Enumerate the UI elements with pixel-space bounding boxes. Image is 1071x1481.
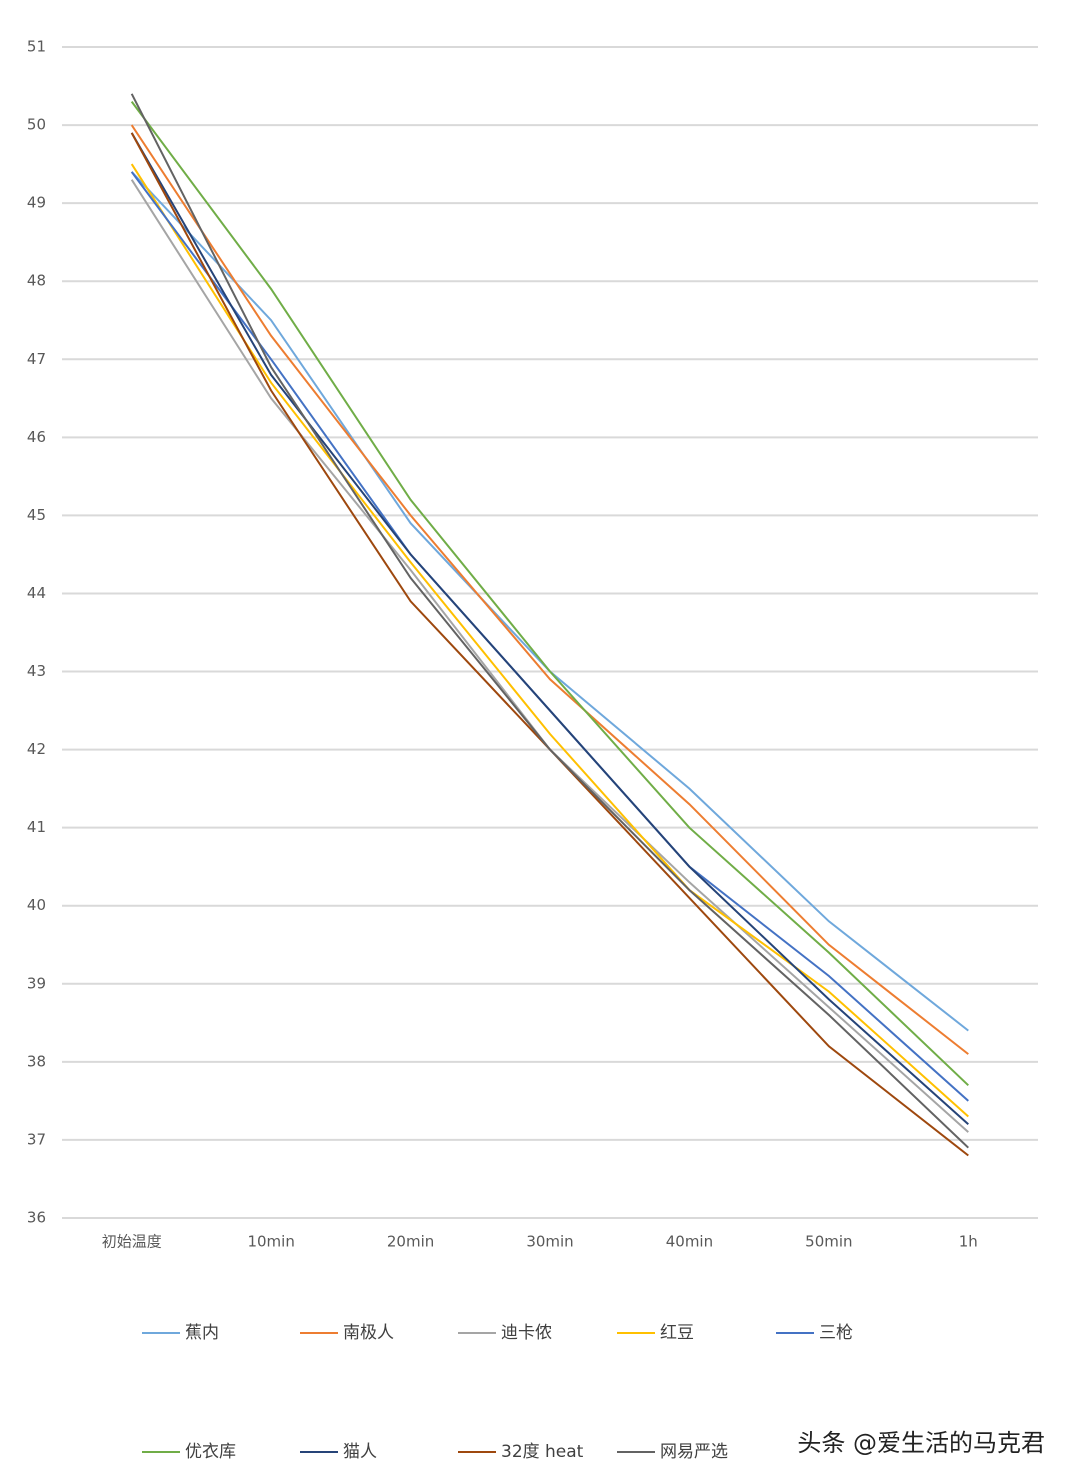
series-line [130, 163, 969, 1118]
x-tick-label: 50min [805, 1233, 852, 1251]
series-line [130, 124, 969, 1055]
series-line [130, 171, 969, 1032]
x-tick-label: 初始温度 [102, 1233, 162, 1251]
legend-label: 优衣库 [185, 1442, 236, 1462]
y-tick-label: 46 [27, 428, 46, 446]
legend-label: 网易严选 [660, 1442, 728, 1462]
legend-label: 红豆 [660, 1323, 694, 1343]
y-tick-label: 37 [27, 1130, 46, 1148]
legend-label: 32度 heat [501, 1442, 584, 1462]
legend-label: 蕉内 [185, 1323, 219, 1343]
x-tick-label: 1h [959, 1233, 978, 1251]
legend-label: 猫人 [343, 1442, 377, 1462]
y-tick-label: 45 [27, 506, 46, 524]
watermark: 头条 @爱生活的马克君 [797, 1429, 1045, 1457]
y-tick-label: 41 [27, 818, 46, 836]
x-tick-label: 20min [387, 1233, 434, 1251]
y-tick-label: 48 [27, 272, 46, 290]
y-tick-label: 40 [27, 896, 46, 914]
x-tick-label: 30min [526, 1233, 573, 1251]
y-tick-label: 47 [27, 350, 46, 368]
series-line [130, 132, 969, 1126]
y-tick-label: 43 [27, 662, 46, 680]
series-line [130, 132, 969, 1157]
y-tick-label: 36 [27, 1209, 46, 1227]
x-tick-label: 40min [666, 1233, 713, 1251]
legend-label: 三枪 [819, 1323, 853, 1343]
series-line [130, 101, 969, 1087]
y-tick-label: 49 [27, 194, 46, 212]
x-tick-label: 10min [247, 1233, 294, 1251]
y-tick-label: 42 [27, 740, 46, 758]
y-tick-label: 44 [27, 584, 46, 602]
legend-label: 南极人 [343, 1323, 394, 1343]
y-tick-label: 38 [27, 1052, 46, 1070]
y-tick-label: 50 [27, 116, 46, 134]
series-line [130, 171, 969, 1102]
series-line [130, 93, 969, 1149]
legend-label: 迪卡侬 [501, 1323, 552, 1343]
y-tick-label: 51 [27, 38, 46, 56]
y-tick-label: 39 [27, 974, 46, 992]
